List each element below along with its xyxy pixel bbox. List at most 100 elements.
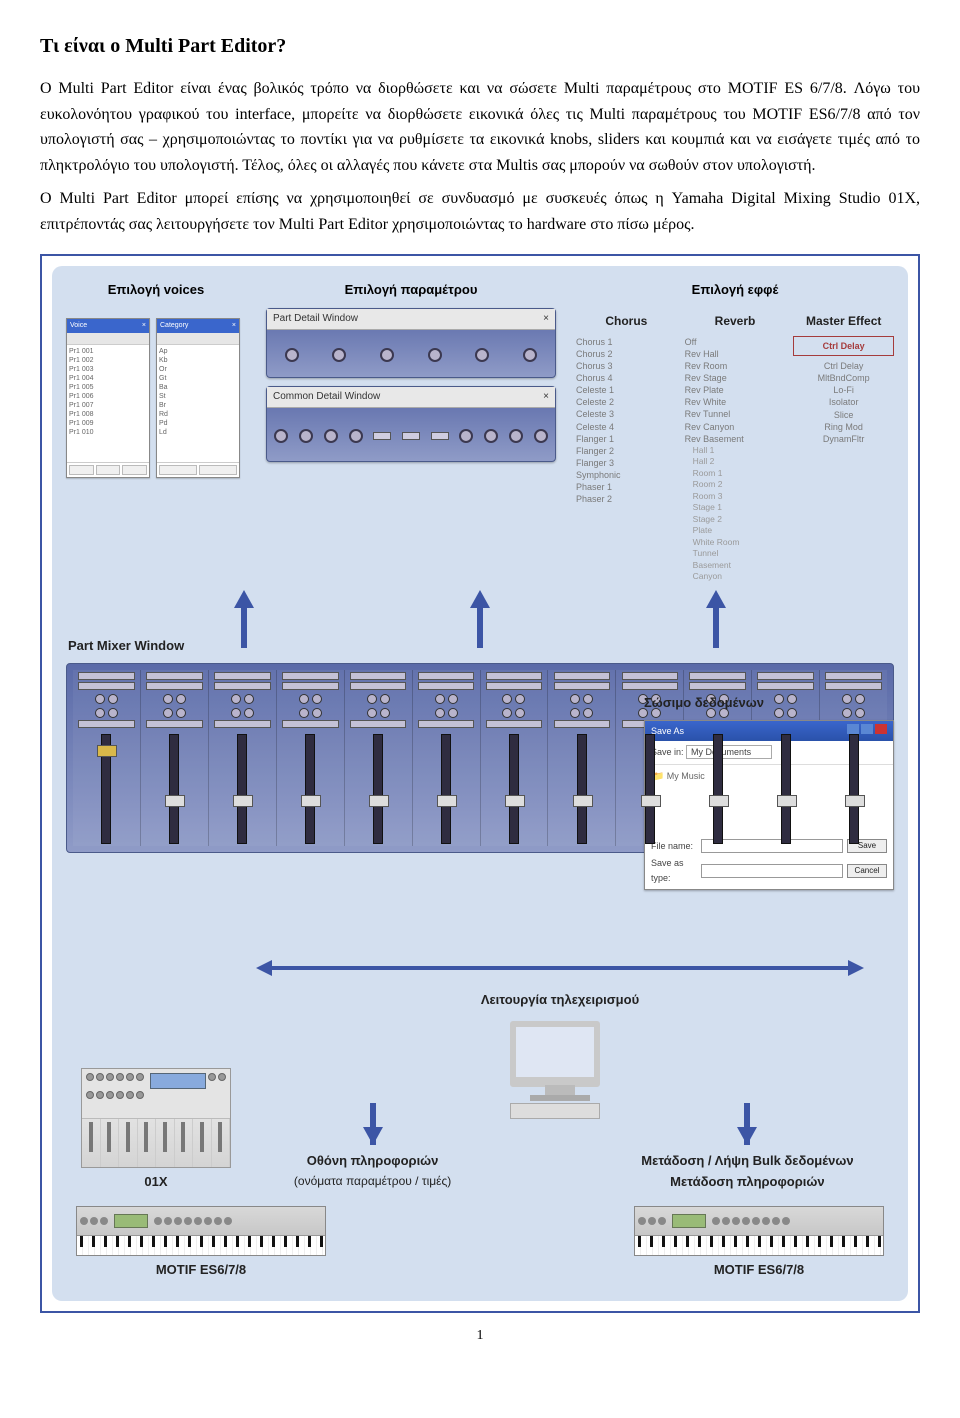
list-item[interactable]: Chorus 3 — [576, 360, 677, 372]
reverb-items: OffRev HallRev RoomRev StageRev PlateRev… — [685, 336, 786, 583]
col-parameter-title: Επιλογή παραμέτρου — [266, 280, 556, 301]
cancel-button[interactable]: Cancel — [847, 864, 887, 878]
list-item[interactable]: Celeste 2 — [576, 396, 677, 408]
list-item[interactable]: Rev White — [685, 396, 786, 408]
diagram: Επιλογή voices Voice× Pr1 001Pr1 002Pr1 … — [52, 266, 908, 1302]
remote-label: Λειτουργία τηλεχειρισμού — [481, 990, 639, 1011]
device-motif-right: MOTIF ES6/7/8 — [634, 1206, 884, 1281]
device-motif-left: MOTIF ES6/7/8 — [76, 1206, 326, 1281]
col-parameter: Επιλογή παραμέτρου Part Detail Window× C… — [266, 280, 556, 583]
list-item[interactable]: Celeste 1 — [576, 384, 677, 396]
list-item[interactable]: Flanger 3 — [576, 457, 677, 469]
chorus-list: Chorus Chorus 1Chorus 2Chorus 3Chorus 4C… — [576, 312, 677, 582]
list-item[interactable]: Room 2 — [685, 479, 786, 490]
bulk-sub: Μετάδοση πληροφοριών — [570, 1172, 925, 1193]
list-item[interactable]: White Room — [685, 537, 786, 548]
col-effect: Επιλογή εφφέ Chorus Chorus 1Chorus 2Chor… — [576, 280, 894, 583]
list-item[interactable]: Celeste 4 — [576, 421, 677, 433]
list-item[interactable]: Rev Hall — [685, 348, 786, 360]
master-effect-list: Master Effect Ctrl Delay Ctrl DelayMltBn… — [793, 312, 894, 582]
common-detail-window[interactable]: Common Detail Window× — [266, 386, 556, 462]
master-header: Master Effect — [793, 312, 894, 331]
center-col: Λειτουργία τηλεχειρισμού Οθόνη πληροφορι… — [256, 950, 864, 1192]
voice-window-2[interactable]: Category× ApKbOrGtBaStBrRdPdLd — [156, 318, 240, 478]
common-detail-label: Common Detail Window — [273, 389, 380, 405]
reverb-header: Reverb — [685, 312, 786, 331]
list-item[interactable]: Celeste 3 — [576, 408, 677, 420]
list-item[interactable]: Tunnel — [685, 548, 786, 559]
list-item[interactable]: Rev Tunnel — [685, 408, 786, 420]
list-item[interactable]: Rev Room — [685, 360, 786, 372]
list-item[interactable]: Ring Mod — [793, 421, 894, 433]
list-item[interactable]: Plate — [685, 525, 786, 536]
list-item[interactable]: Isolator — [793, 396, 894, 408]
list-item[interactable]: Rev Canyon — [685, 421, 786, 433]
reverb-list: Reverb OffRev HallRev RoomRev StageRev P… — [685, 312, 786, 582]
mixer-channel[interactable] — [413, 670, 481, 846]
file-name-label: File name: — [651, 839, 697, 853]
close-icon[interactable] — [875, 724, 887, 734]
monitor-icon — [510, 1021, 610, 1119]
mixer-channel[interactable] — [481, 670, 549, 846]
list-item[interactable]: Off — [685, 336, 786, 348]
arrow-down-icon — [737, 1127, 757, 1145]
col-voices-title: Επιλογή voices — [66, 280, 246, 301]
list-item[interactable]: Rev Plate — [685, 384, 786, 396]
master-items: Ctrl DelayMltBndCompLo-FiIsolatorSliceRi… — [793, 360, 894, 445]
list-item[interactable]: Rev Stage — [685, 372, 786, 384]
mixer-channel[interactable] — [277, 670, 345, 846]
diagram-top-row: Επιλογή voices Voice× Pr1 001Pr1 002Pr1 … — [66, 280, 894, 583]
list-item[interactable]: Stage 1 — [685, 502, 786, 513]
maximize-icon[interactable] — [861, 724, 873, 734]
list-item[interactable]: Lo-Fi — [793, 384, 894, 396]
arrow-up-icon — [470, 590, 490, 608]
mixer-channel[interactable] — [73, 670, 141, 846]
list-item[interactable]: Phaser 1 — [576, 481, 677, 493]
keyboard-icon — [634, 1206, 884, 1256]
list-item[interactable]: Hall 1 — [685, 445, 786, 456]
list-item[interactable]: MltBndComp — [793, 372, 894, 384]
list-item[interactable]: Rev Basement — [685, 433, 786, 445]
col-voices: Επιλογή voices Voice× Pr1 001Pr1 002Pr1 … — [66, 280, 246, 583]
list-item[interactable]: Symphonic — [576, 469, 677, 481]
part-detail-window[interactable]: Part Detail Window× — [266, 308, 556, 378]
list-item[interactable]: Slice — [793, 409, 894, 421]
list-item[interactable]: Stage 2 — [685, 514, 786, 525]
keyboard-icon — [76, 1206, 326, 1256]
list-item[interactable]: Flanger 1 — [576, 433, 677, 445]
mixer-channel[interactable] — [209, 670, 277, 846]
list-item[interactable]: DynamFltr — [793, 433, 894, 445]
save-in-label: Save in: — [651, 747, 684, 757]
list-item[interactable]: Ctrl Delay — [793, 360, 894, 372]
mixer-channel[interactable] — [548, 670, 616, 846]
mixer-channel[interactable] — [141, 670, 209, 846]
list-item[interactable]: Chorus 1 — [576, 336, 677, 348]
save-type-input[interactable] — [701, 864, 843, 878]
arrow-right-icon — [848, 960, 864, 976]
col-effect-title: Επιλογή εφφέ — [576, 280, 894, 301]
master-selected: Ctrl Delay — [793, 336, 894, 356]
diagram-frame: Επιλογή voices Voice× Pr1 001Pr1 002Pr1 … — [40, 254, 920, 1314]
paragraph-2: Ο Multi Part Editor μπορεί επίσης να χρη… — [40, 186, 920, 237]
save-folder[interactable]: My Documents — [686, 745, 772, 759]
page-heading: Τι είναι ο Multi Part Editor? — [40, 30, 920, 62]
voice-window-1[interactable]: Voice× Pr1 001Pr1 002Pr1 003Pr1 004Pr1 0… — [66, 318, 150, 478]
arrow-down-icon — [363, 1127, 383, 1145]
device-motif-left-label: MOTIF ES6/7/8 — [156, 1260, 246, 1281]
info-label: Οθόνη πληροφοριών — [195, 1151, 550, 1172]
list-item[interactable]: Chorus 2 — [576, 348, 677, 360]
list-item[interactable]: Chorus 4 — [576, 372, 677, 384]
list-item[interactable]: Room 1 — [685, 468, 786, 479]
list-item[interactable]: Room 3 — [685, 491, 786, 502]
list-item[interactable]: Hall 2 — [685, 456, 786, 467]
part-detail-label: Part Detail Window — [273, 311, 358, 327]
effect-columns: Chorus Chorus 1Chorus 2Chorus 3Chorus 4C… — [576, 312, 894, 582]
list-item[interactable]: Basement — [685, 560, 786, 571]
list-item[interactable]: Flanger 2 — [576, 445, 677, 457]
chorus-items: Chorus 1Chorus 2Chorus 3Chorus 4Celeste … — [576, 336, 677, 506]
list-item[interactable]: Canyon — [685, 571, 786, 582]
list-item[interactable]: Phaser 2 — [576, 493, 677, 505]
minimize-icon[interactable] — [847, 724, 859, 734]
mixer-channel[interactable] — [345, 670, 413, 846]
chorus-header: Chorus — [576, 312, 677, 331]
